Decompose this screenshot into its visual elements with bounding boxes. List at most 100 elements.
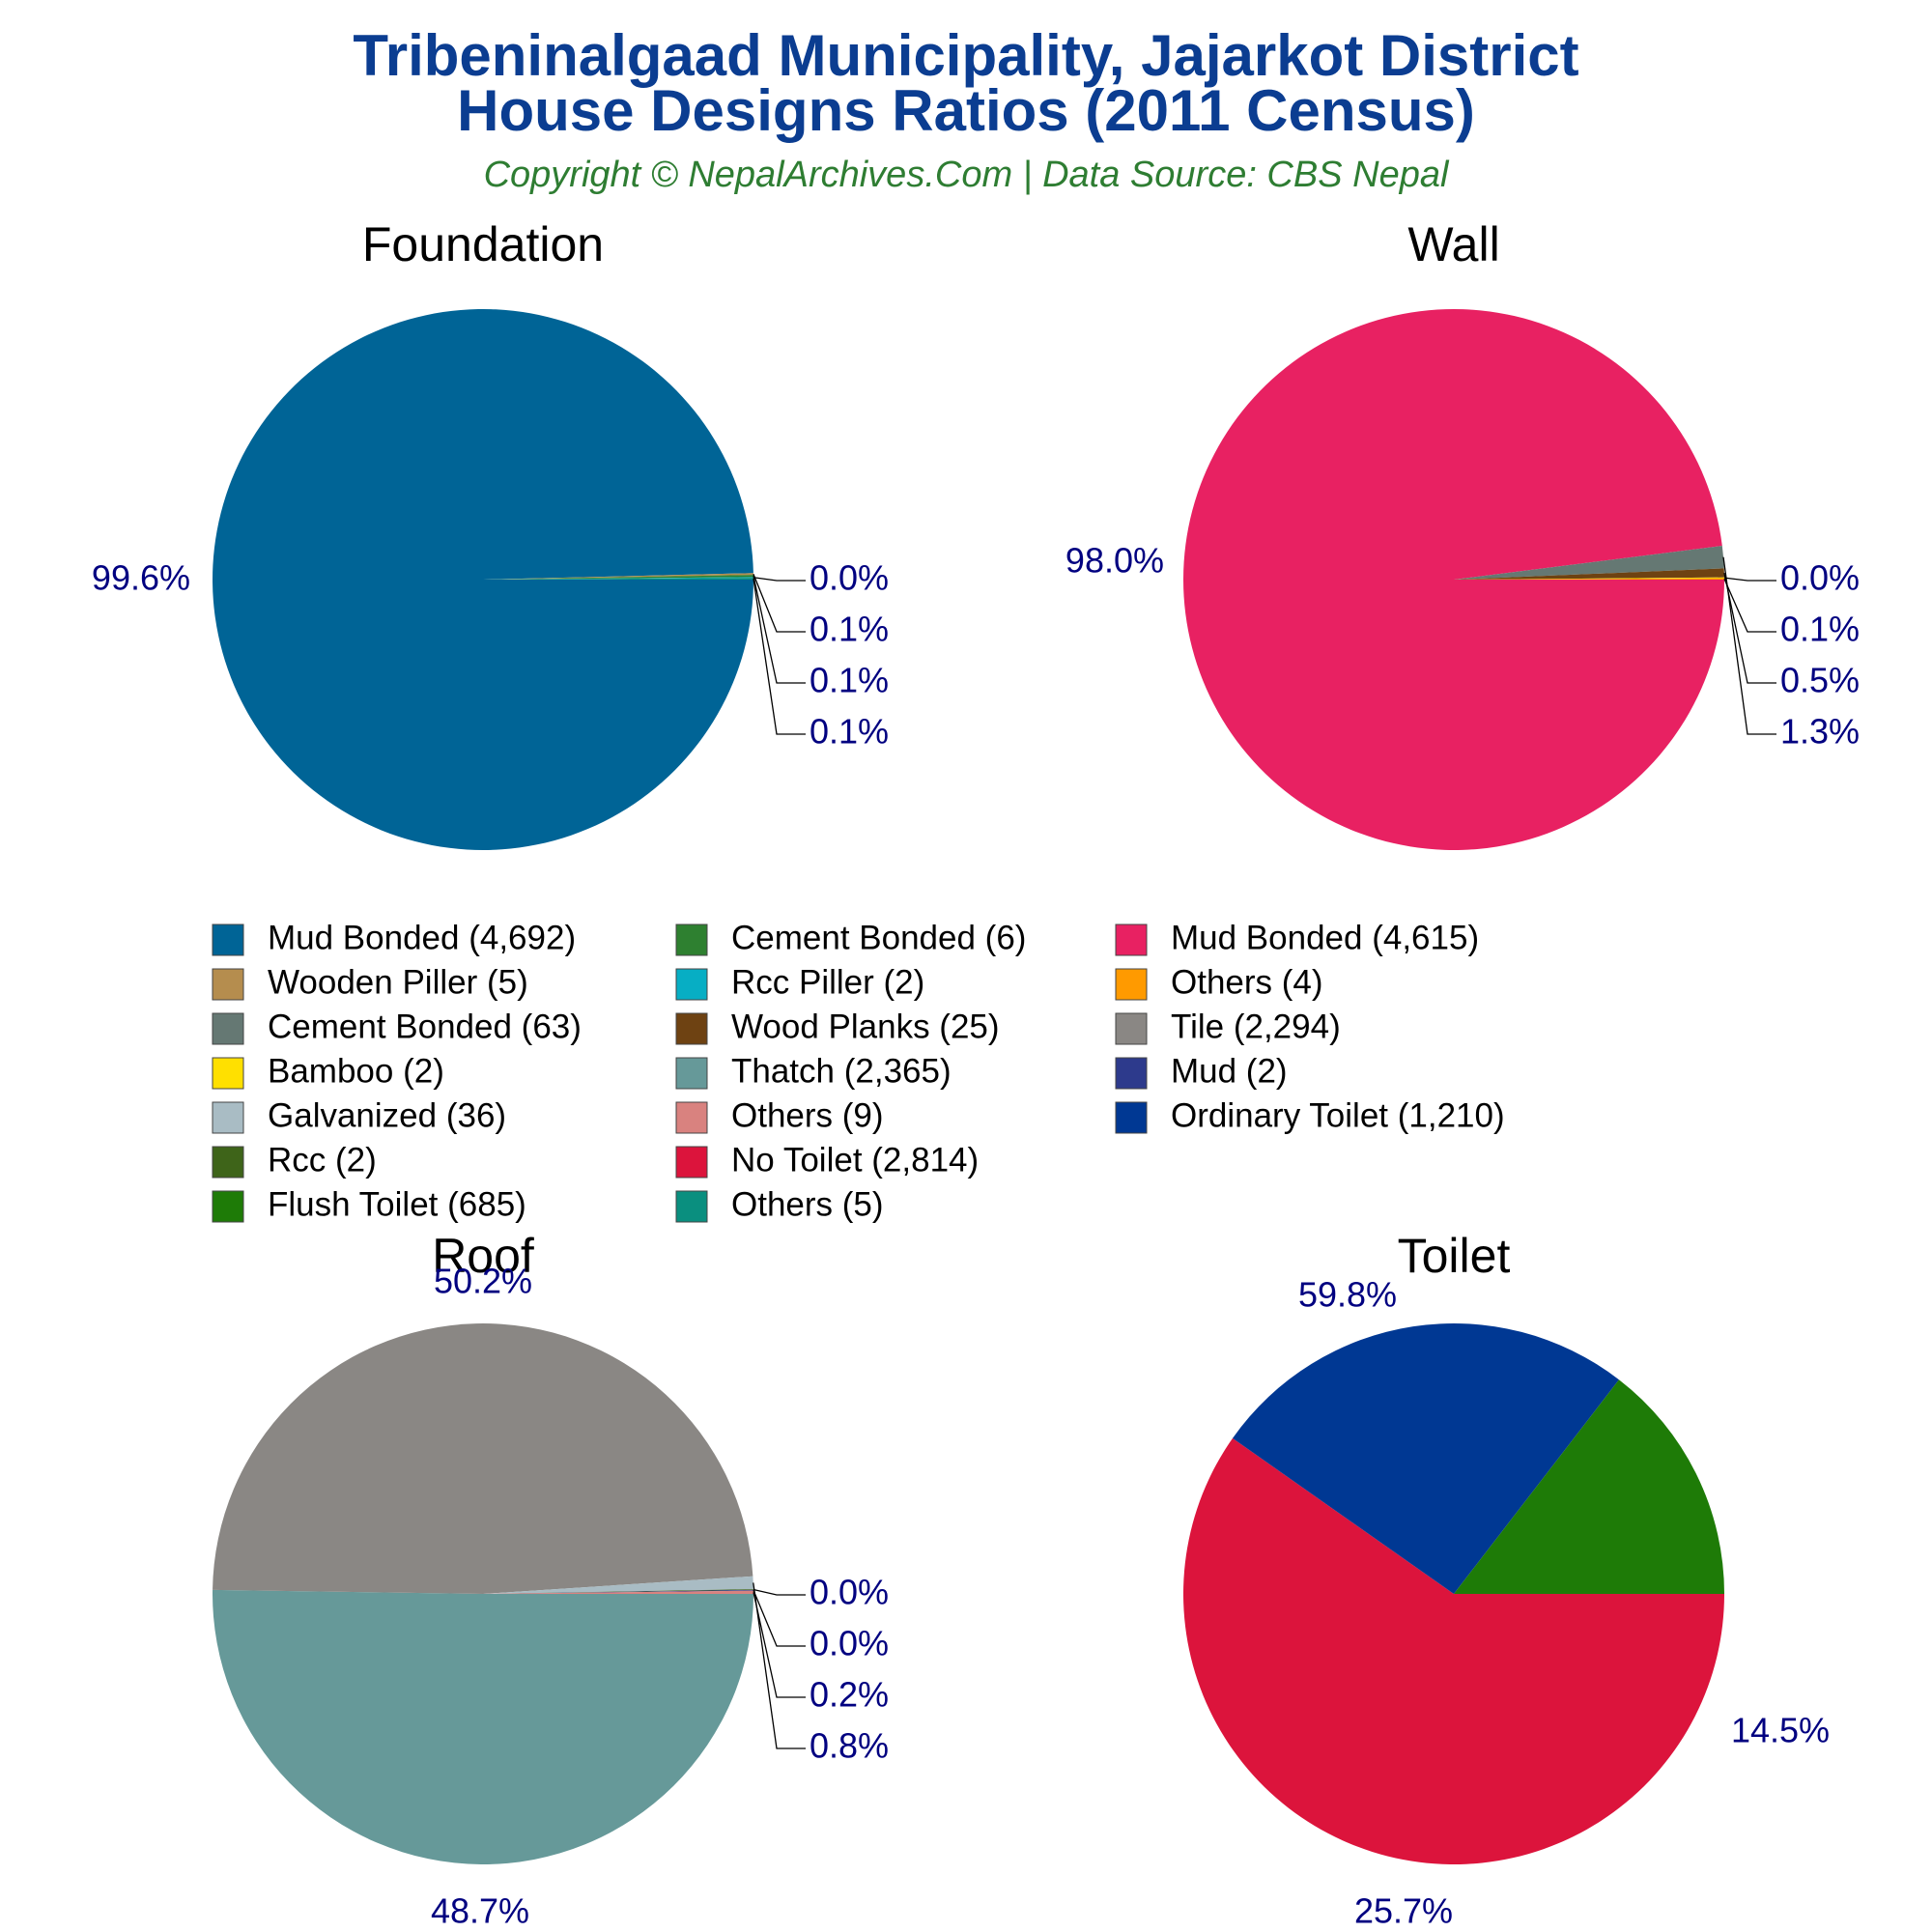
wall-pie-title: Wall: [1407, 217, 1499, 271]
wall-slice-mud-bonded: [1183, 309, 1724, 851]
wall-leader-line: [1723, 577, 1776, 582]
roof-pct-label-tile: 48.7%: [431, 1891, 529, 1931]
legend-label: Rcc (2): [268, 1141, 377, 1179]
roof-leader-line: [753, 1588, 806, 1596]
wall-slice-bamboo: [1454, 577, 1724, 580]
legend-swatch: [1115, 968, 1148, 1001]
legend-label: Mud Bonded (4,692): [268, 919, 576, 956]
legend-label: Galvanized (36): [268, 1096, 506, 1134]
foundation-pct-label-mud-bonded: 99.6%: [92, 558, 190, 598]
roof-leader-line: [753, 1590, 806, 1647]
foundation-pct-label-cement-bonded: 0.1%: [810, 661, 889, 700]
roof-slice-galvanized: [483, 1576, 753, 1594]
roof-pct-label-rcc: 0.0%: [810, 1573, 889, 1612]
toilet-pct-label-flush-toilet: 14.5%: [1731, 1711, 1830, 1750]
legend-swatch: [1115, 1101, 1148, 1134]
wall-pct-label-cement-bonded: 1.3%: [1780, 712, 1860, 752]
toilet-slice-flush-toilet: [1454, 1379, 1724, 1594]
roof-slice-mud: [483, 1589, 753, 1594]
toilet-pct-label-ordinary-toilet: 25.7%: [1354, 1891, 1453, 1931]
legend-label: Ordinary Toilet (1,210): [1171, 1096, 1505, 1134]
roof-pie-title: Roof: [432, 1229, 534, 1283]
roof-leader-line: [753, 1582, 806, 1749]
wall-pct-label-bamboo: 0.0%: [1780, 558, 1860, 598]
chart-title-line1: Tribeninalgaad Municipality, Jajarkot Di…: [353, 23, 1578, 88]
wall-leader-line: [1723, 578, 1776, 633]
roof-pct-label-galvanized: 0.8%: [810, 1726, 889, 1766]
foundation-pie: 99.6% 0.0% 0.1% 0.1% 0.1%: [92, 308, 889, 850]
foundation-pie-title: Foundation: [362, 217, 604, 271]
foundation-leader-line: [753, 573, 806, 633]
legend-label: Cement Bonded (6): [731, 919, 1026, 956]
legend: Mud Bonded (4,692) Wooden Piller (5) Cemen…: [212, 919, 1505, 1223]
wall-slice-others: [1454, 578, 1725, 580]
foundation-leader-line: [753, 577, 806, 582]
wall-pct-label-wood-planks: 0.5%: [1780, 661, 1860, 700]
wall-slice-cement-bonded: [1454, 545, 1724, 580]
legend-label: Bamboo (2): [268, 1052, 444, 1090]
legend-label: Flush Toilet (685): [268, 1185, 526, 1223]
legend-swatch: [212, 1190, 244, 1223]
foundation-pct-label-wooden-piller: 0.1%: [810, 610, 889, 649]
legend-swatch: [675, 1057, 708, 1090]
legend-label: Others (5): [731, 1185, 884, 1223]
legend-label: Mud (2): [1171, 1052, 1288, 1090]
toilet-pct-label-no-toilet: 59.8%: [1298, 1275, 1397, 1315]
wall-pct-label-mud-bonded: 98.0%: [1065, 541, 1164, 581]
wall-pct-label-others: 0.1%: [1780, 610, 1860, 649]
legend-label: Wooden Piller (5): [268, 963, 528, 1001]
roof-pct-label-mud: 0.0%: [810, 1624, 889, 1663]
legend-label: Rcc Piller (2): [731, 963, 924, 1001]
foundation-leader-line: [753, 578, 806, 735]
legend-swatch: [675, 1146, 708, 1179]
foundation-leader-line: [753, 576, 806, 684]
legend-swatch: [1115, 1012, 1148, 1045]
legend-label: Cement Bonded (63): [268, 1008, 582, 1045]
legend-label: Mud Bonded (4,615): [1171, 919, 1479, 956]
roof-slice-thatch: [213, 1589, 753, 1864]
legend-swatch: [675, 968, 708, 1001]
legend-swatch: [212, 1012, 244, 1045]
legend-swatch: [212, 1101, 244, 1134]
roof-pct-label-thatch: 50.2%: [434, 1262, 532, 1301]
toilet-slice-ordinary-toilet: [1233, 1322, 1619, 1594]
legend-swatch: [212, 1146, 244, 1179]
legend-label: Tile (2,294): [1171, 1008, 1341, 1045]
legend-swatch: [212, 968, 244, 1001]
wall-slice-wood-planks: [1454, 568, 1724, 580]
legend-swatch: [675, 1101, 708, 1134]
toilet-pie-title: Toilet: [1398, 1229, 1511, 1283]
roof-slice-rcc: [483, 1589, 753, 1594]
chart-title-line2: House Designs Ratios (2011 Census): [457, 78, 1475, 143]
legend-label: Thatch (2,365): [731, 1052, 952, 1090]
wall-leader-line: [1722, 556, 1776, 735]
foundation-pct-label-rcc-piller: 0.0%: [810, 558, 889, 598]
legend-swatch: [675, 1012, 708, 1045]
wall-pie: 98.0% 0.0% 0.1% 0.5% 1.3%: [1065, 309, 1860, 851]
chart-subtitle: Copyright © NepalArchives.Com | Data Sou…: [484, 155, 1450, 195]
foundation-slice-rcc-piller: [483, 577, 753, 580]
legend-label: Wood Planks (25): [731, 1008, 1000, 1045]
legend-swatch: [212, 923, 244, 956]
roof-leader-line: [753, 1592, 806, 1698]
legend-label: Others (4): [1171, 963, 1323, 1001]
legend-label: No Toilet (2,814): [731, 1141, 979, 1179]
wall-leader-line: [1723, 572, 1776, 684]
legend-swatch: [212, 1057, 244, 1090]
toilet-pie: 59.8% 25.7% 14.5%: [1183, 1275, 1830, 1931]
legend-swatch: [1115, 1057, 1148, 1090]
foundation-slice-cement-bonded: [483, 575, 753, 580]
legend-swatch: [1115, 923, 1148, 956]
legend-swatch: [675, 1190, 708, 1223]
roof-pct-label-others: 0.2%: [810, 1675, 889, 1715]
foundation-slice-mud-bonded: [213, 308, 753, 850]
toilet-slice-no-toilet: [1183, 1437, 1724, 1864]
foundation-slice-wooden-piller: [483, 573, 753, 580]
foundation-pct-label-others: 0.1%: [810, 712, 889, 752]
legend-swatch: [675, 923, 708, 956]
roof-pie: 50.2% 48.7% 0.0% 0.0% 0.2% 0.8%: [213, 1262, 889, 1931]
roof-slice-others: [483, 1590, 753, 1594]
foundation-slice-others: [483, 578, 753, 580]
roof-slice-tile: [213, 1323, 753, 1594]
